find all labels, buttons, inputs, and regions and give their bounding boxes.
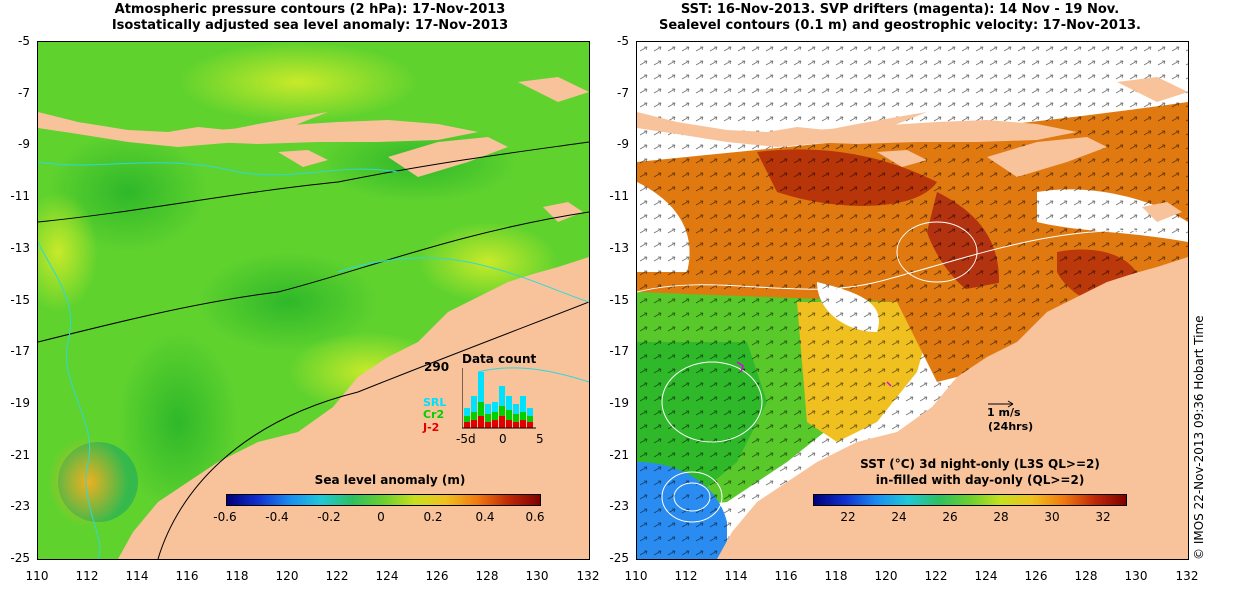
x-tick: 110 — [25, 569, 49, 583]
y-tick: -5 — [617, 34, 629, 48]
colorbar-tick: 28 — [993, 510, 1009, 524]
x-tick: 120 — [275, 569, 299, 583]
colorbar-tick: 32 — [1095, 510, 1111, 524]
x-tick: 124 — [375, 569, 399, 583]
x-tick: 116 — [774, 569, 798, 583]
inset-x-label-start: -5d — [456, 432, 476, 446]
y-tick: -19 — [10, 396, 30, 410]
x-tick: 130 — [1124, 569, 1148, 583]
inset-title: Data count — [462, 352, 537, 366]
colorbar-tick: -0.6 — [213, 510, 237, 524]
inset-histogram — [462, 368, 536, 429]
x-tick: 132 — [576, 569, 600, 583]
x-tick: 114 — [125, 569, 149, 583]
velocity-scale-arrow-icon — [988, 400, 1014, 408]
colorbar-tick: 22 — [840, 510, 856, 524]
inset-legend-cr2: Cr2 — [423, 408, 445, 421]
y-tick: -13 — [609, 241, 629, 255]
colorbar-tick: -0.2 — [317, 510, 341, 524]
y-tick: -13 — [10, 241, 30, 255]
colorbar-tick: 30 — [1044, 510, 1060, 524]
y-tick: -23 — [10, 499, 30, 513]
y-tick: -21 — [609, 448, 629, 462]
y-tick: -17 — [10, 344, 30, 358]
left-colorbar-title: Sea level anomaly (m) — [314, 473, 466, 487]
x-tick: 116 — [175, 569, 199, 583]
y-tick: -7 — [18, 86, 30, 100]
left-title-line1: Atmospheric pressure contours (2 hPa): 1… — [114, 2, 506, 17]
y-tick: -9 — [617, 137, 629, 151]
inset-legend-j2: J-2 — [423, 421, 440, 434]
velocity-scale-sub: (24hrs) — [988, 420, 1034, 433]
right-colorbar — [813, 494, 1127, 506]
y-tick: -23 — [609, 499, 629, 513]
x-tick: 128 — [1074, 569, 1098, 583]
right-colorbar-title-line1: SST (°C) 3d night-only (L3S QL>=2) — [860, 457, 1100, 471]
inset-x-label-end: 5 — [536, 432, 544, 446]
x-tick: 122 — [924, 569, 948, 583]
left-colorbar — [226, 494, 541, 506]
x-tick: 112 — [674, 569, 698, 583]
y-tick: -25 — [609, 551, 629, 565]
y-tick: -15 — [609, 293, 629, 307]
x-tick: 118 — [824, 569, 848, 583]
colorbar-tick: 24 — [891, 510, 907, 524]
y-tick: -19 — [609, 396, 629, 410]
left-title-line2: Isostatically adjusted sea level anomaly… — [111, 18, 509, 33]
y-tick: -11 — [10, 189, 30, 203]
x-tick: 132 — [1175, 569, 1199, 583]
right-title-line1: SST: 16-Nov-2013. SVP drifters (magenta)… — [680, 2, 1120, 17]
y-tick: -11 — [609, 189, 629, 203]
x-tick: 124 — [974, 569, 998, 583]
colorbar-tick: 26 — [942, 510, 958, 524]
y-tick: -5 — [18, 34, 30, 48]
inset-legend-srl: SRL — [423, 396, 447, 409]
x-tick: 122 — [325, 569, 349, 583]
velocity-scale-label: 1 m/s — [987, 406, 1021, 419]
credit-text: © IMOS 22-Nov-2013 09:36 Hobart Time — [1192, 315, 1206, 560]
x-tick: 110 — [624, 569, 648, 583]
x-tick: 120 — [874, 569, 898, 583]
colorbar-tick: 0.6 — [525, 510, 545, 524]
x-tick: 112 — [75, 569, 99, 583]
inset-max-label: 290 — [424, 360, 450, 374]
right-title-line2: Sealevel contours (0.1 m) and geostrophi… — [659, 18, 1141, 33]
colorbar-tick: 0.2 — [423, 510, 443, 524]
right-colorbar-title-line2: in-filled with day-only (QL>=2) — [875, 473, 1085, 487]
colorbar-tick: 0 — [377, 510, 385, 524]
x-tick: 130 — [525, 569, 549, 583]
y-tick: -15 — [10, 293, 30, 307]
y-tick: -7 — [617, 86, 629, 100]
y-tick: -21 — [10, 448, 30, 462]
x-tick: 118 — [225, 569, 249, 583]
x-tick: 128 — [475, 569, 499, 583]
colorbar-tick: 0.4 — [475, 510, 495, 524]
x-tick: 126 — [1024, 569, 1048, 583]
right-map — [636, 41, 1189, 560]
colorbar-tick: -0.4 — [265, 510, 289, 524]
y-tick: -17 — [609, 344, 629, 358]
inset-x-label-zero: 0 — [499, 432, 507, 446]
x-tick: 114 — [724, 569, 748, 583]
x-tick: 126 — [425, 569, 449, 583]
y-tick: -9 — [18, 137, 30, 151]
y-tick: -25 — [10, 551, 30, 565]
left-map — [37, 41, 590, 560]
